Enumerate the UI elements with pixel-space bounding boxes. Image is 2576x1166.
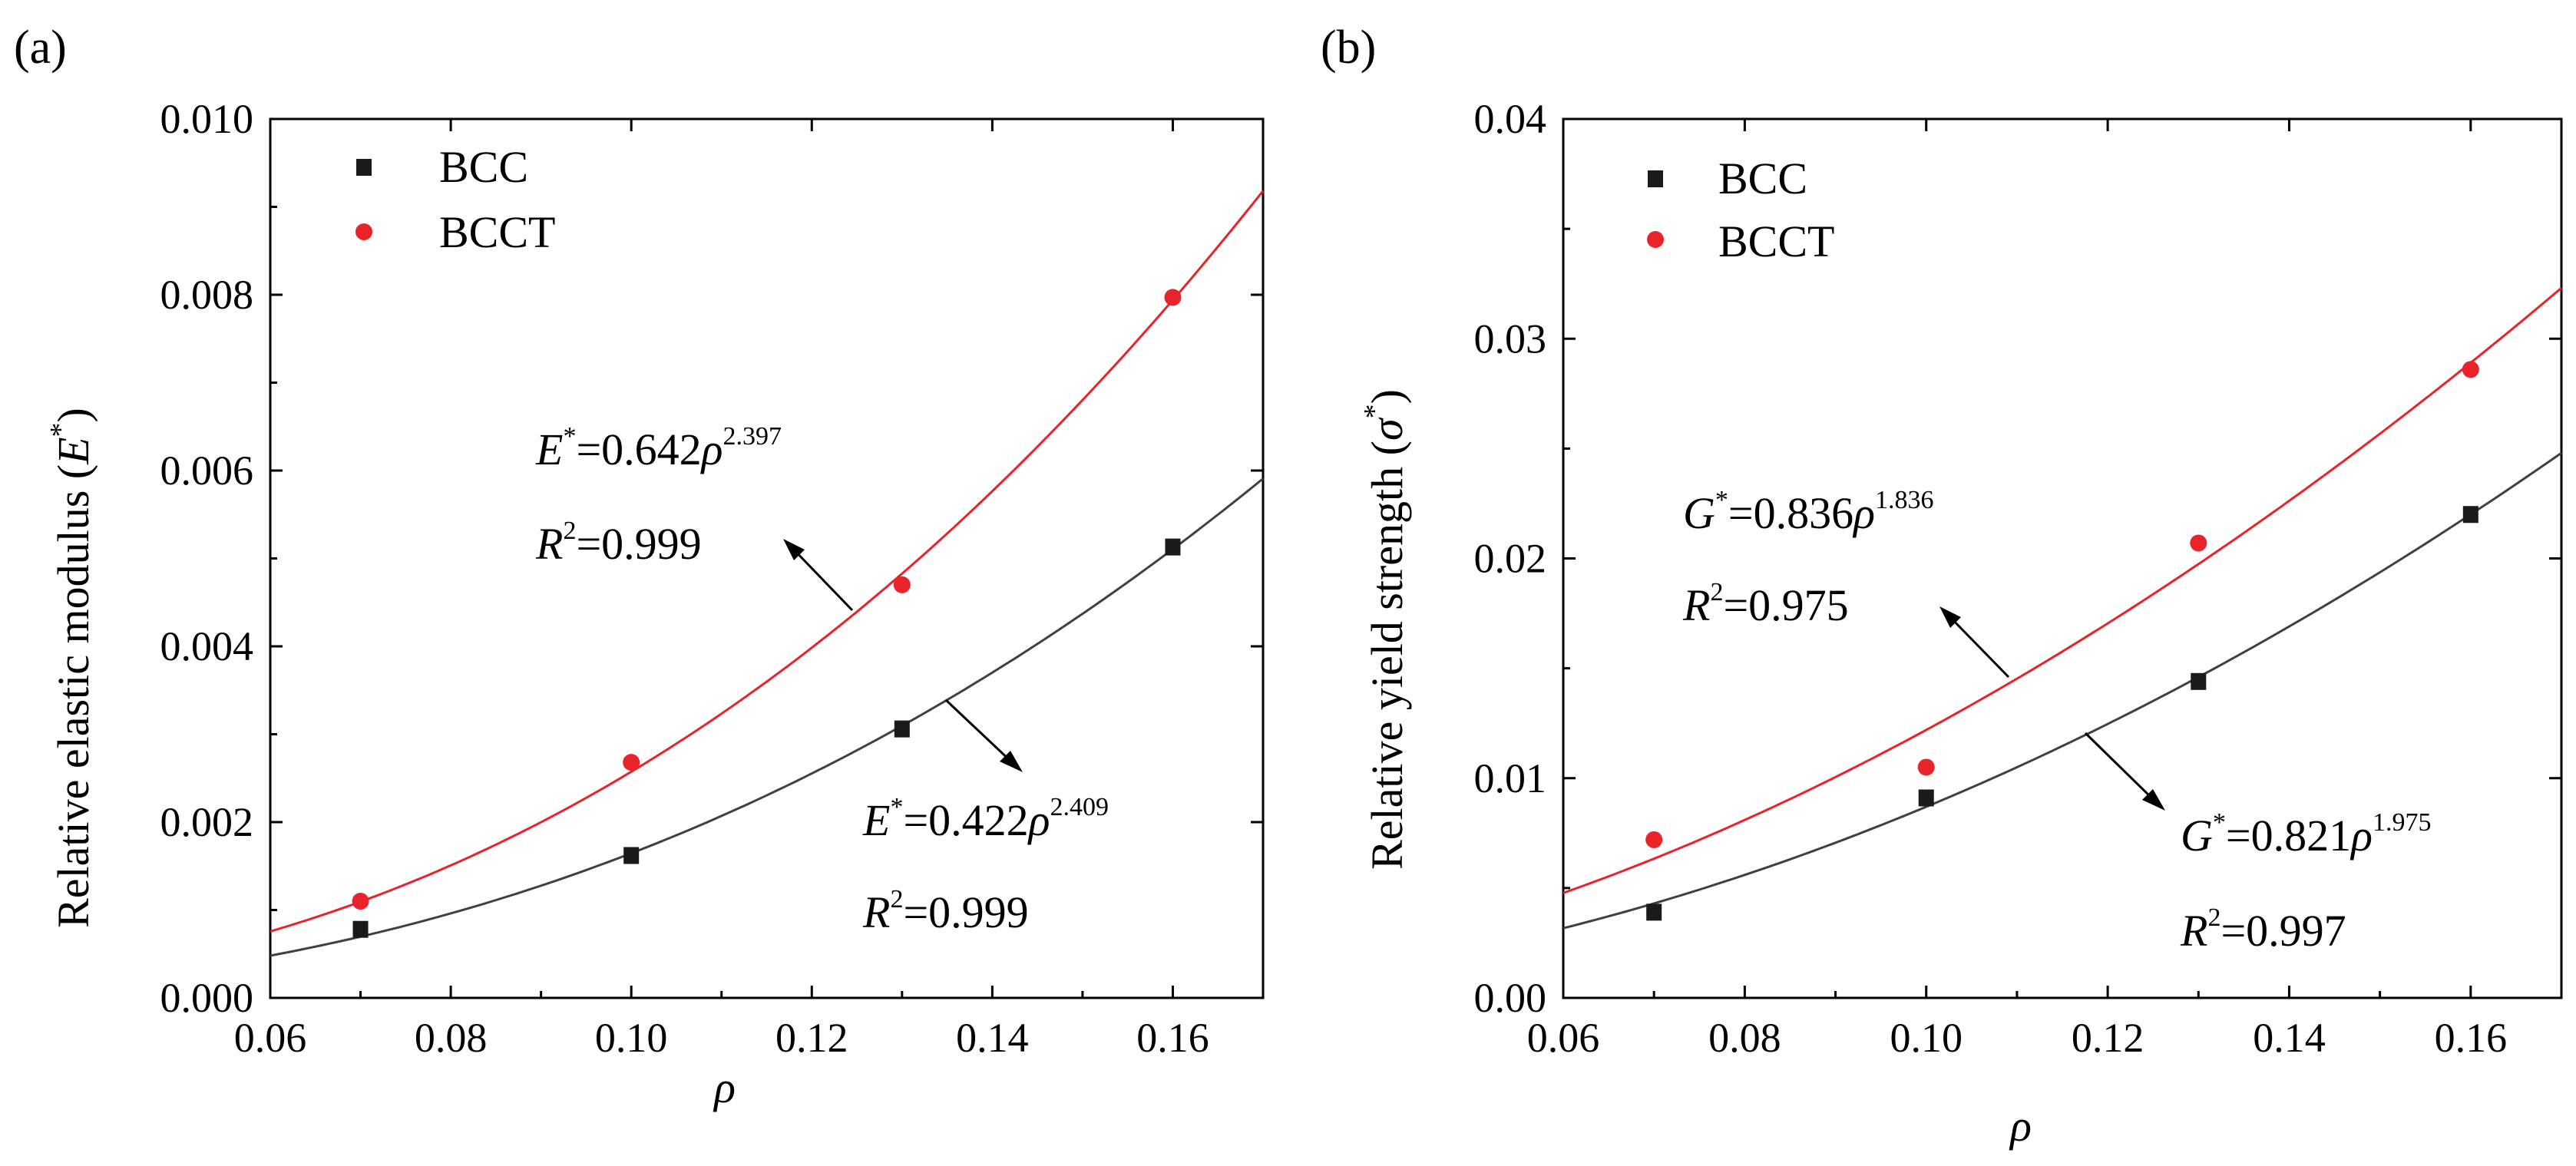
data-point-bcc <box>894 720 910 738</box>
legend-bcc-label-b: BCC <box>1718 154 1807 203</box>
panel-a-r2-bcct: R2=0.999 <box>535 517 702 569</box>
panel-b: (b) 0.06 0.08 0.10 0.12 0.14 0.16 0.00 0.01 0.02… <box>1321 21 2563 1151</box>
data-point-bcc <box>1165 538 1181 556</box>
y-tick-label: 0.04 <box>1474 96 1547 142</box>
x-tick-label: 0.08 <box>415 1015 488 1061</box>
panel-a-eq-bcc: E*=0.422ρ2.409 <box>862 793 1109 845</box>
panel-a-r2-bcc: R2=0.999 <box>862 885 1029 937</box>
panel-a-arrow-bcct <box>783 539 854 612</box>
panel-b-xlabel: ρ <box>2009 1101 2032 1151</box>
panel-b-marks: 0.06 0.08 0.10 0.12 0.14 0.16 0.00 0.01 0.02 0.03… <box>1474 96 2563 1061</box>
legend-bcc-label: BCC <box>439 142 528 192</box>
panel-a: (a) 0.06 0.08 0.10 0.12 0.14 0.160.0000.0020.… <box>14 21 1265 1112</box>
y-tick-label: 0.006 <box>160 448 254 494</box>
legend-bcct-label: BCCT <box>439 207 556 257</box>
y-tick-label: 0.010 <box>160 96 254 142</box>
y-tick-label: 0.002 <box>160 799 254 845</box>
data-point-bcc <box>2462 506 2478 524</box>
data-point-bcct <box>1164 289 1182 306</box>
data-point-bcct <box>2190 534 2207 552</box>
legend-bcc-marker-b <box>1648 170 1663 187</box>
y-tick-label: 0.03 <box>1474 315 1547 362</box>
panel-b-eq-bcct: G*=0.836ρ1.836 <box>1683 486 1933 538</box>
panel-a-marks: 0.06 0.08 0.10 0.12 0.14 0.16 0.000 0.002 0.004 0… <box>160 96 1265 1061</box>
x-tick-label: 0.14 <box>2253 1015 2326 1061</box>
panel-a-eq-bcct: E*=0.642ρ2.397 <box>535 422 782 474</box>
panel-a-ylabel: Relative elastic modulus (E*) <box>45 408 98 928</box>
fit-curve-bcc <box>270 477 1264 957</box>
data-point-bcct <box>1917 758 1935 776</box>
x-tick-label: 0.12 <box>775 1015 848 1061</box>
data-point-bcct <box>893 576 911 593</box>
data-point-bcc <box>352 920 369 938</box>
x-tick-label: 0.12 <box>2072 1015 2144 1061</box>
panel-a-label: (a) <box>14 21 67 74</box>
data-point-bcc <box>2191 672 2207 690</box>
panel-a-arrow-bcc <box>944 699 1023 772</box>
x-tick-label: 0.16 <box>1136 1015 1209 1061</box>
fit-curve-bcct <box>270 190 1265 933</box>
data-point-bcc <box>1918 789 1934 807</box>
data-point-bcct <box>1645 831 1663 848</box>
y-tick-label: 0.00 <box>1474 975 1547 1021</box>
data-point-bcct <box>2462 361 2479 378</box>
x-tick-label: 0.10 <box>595 1015 668 1061</box>
x-tick-label: 0.16 <box>2435 1015 2508 1061</box>
panel-b-eq-bcc: G*=0.821ρ1.975 <box>2181 808 2431 860</box>
legend-bcct-marker <box>355 223 372 240</box>
data-point-bcct <box>623 754 640 771</box>
fit-curve-bcc <box>1562 451 2562 930</box>
panel-b-r2-bcct: R2=0.975 <box>1682 578 1849 630</box>
panel-b-label: (b) <box>1321 21 1376 74</box>
data-point-bcc <box>623 847 640 864</box>
y-tick-label: 0.02 <box>1474 536 1547 582</box>
y-tick-label: 0.01 <box>1474 755 1547 801</box>
x-tick-label: 0.14 <box>956 1015 1029 1061</box>
legend-bcc-marker <box>356 159 372 176</box>
y-tick-label: 0.004 <box>160 623 254 669</box>
x-tick-label: 0.06 <box>234 1015 307 1061</box>
panel-a-xlabel: ρ <box>713 1062 736 1112</box>
x-tick-label: 0.06 <box>1527 1015 1600 1061</box>
data-point-bcct <box>352 893 369 910</box>
plot-frame <box>269 117 1265 999</box>
legend-bcct-marker-b <box>1647 231 1664 248</box>
panel-b-arrow-bcct <box>1939 606 2010 679</box>
x-tick-label: 0.10 <box>1890 1015 1963 1061</box>
panel-b-r2-bcc: R2=0.997 <box>2180 903 2346 956</box>
plot-frame <box>1562 117 2563 999</box>
y-tick-label: 0.000 <box>160 975 254 1021</box>
panel-b-arrow-bcc <box>2084 732 2165 811</box>
legend-bcct-label-b: BCCT <box>1718 216 1835 266</box>
panel-b-ylabel: Relative yield strength (σ*) <box>1358 389 1412 870</box>
y-tick-label: 0.008 <box>160 272 254 318</box>
x-tick-label: 0.08 <box>1708 1015 1781 1061</box>
data-point-bcc <box>1646 903 1662 921</box>
fit-curve-bcct <box>1562 287 2562 894</box>
